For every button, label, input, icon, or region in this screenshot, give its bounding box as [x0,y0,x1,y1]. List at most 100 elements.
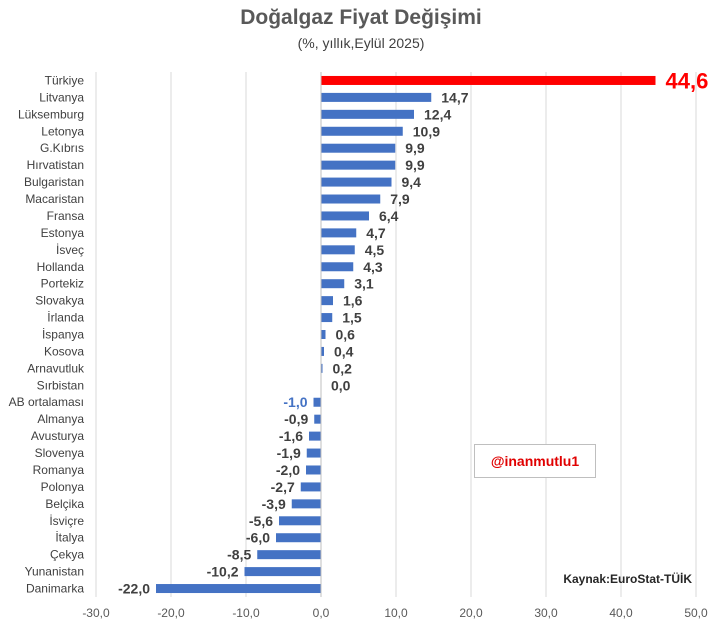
bar [244,567,321,577]
category-label: G.Kıbrıs [40,141,84,155]
category-label: Belçika [45,497,84,511]
x-tick-label: 50,0 [684,606,708,620]
category-label: Fransa [47,209,85,223]
bar [309,431,321,441]
category-label: Kosova [44,344,84,358]
data-label: 10,9 [413,123,440,139]
category-label: Hırvatistan [27,158,84,172]
category-label: Estonya [41,226,85,240]
category-label: Yunanistan [25,565,84,579]
data-label: 0,0 [331,377,351,393]
x-tick-label: 0,0 [313,606,330,620]
category-label: Bulgaristan [24,175,84,189]
category-label: İsveç [56,243,84,257]
x-tick-label: -30,0 [82,606,110,620]
data-label: -8,5 [227,547,251,563]
category-label: İrlanda [47,311,84,325]
x-tick-label: 40,0 [609,606,633,620]
data-label: 9,9 [405,157,425,173]
data-label: 4,3 [363,259,383,275]
bar [306,448,321,458]
x-tick-label: -20,0 [157,606,185,620]
category-label: Çekya [50,548,84,562]
bar [291,499,321,509]
category-label: Polonya [41,480,85,494]
data-label: -22,0 [118,581,150,597]
bar [321,194,381,204]
category-label: Arnavutluk [27,361,85,375]
bar [279,516,321,526]
category-label: Romanya [33,463,85,477]
x-tick-label: -10,0 [232,606,260,620]
category-label: Slovakya [35,294,84,308]
category-label: Portekiz [41,277,84,291]
category-label: Danimarka [26,582,84,596]
data-label: -1,9 [277,445,301,461]
data-label: -1,6 [279,428,303,444]
category-label: İsviçre [49,514,84,528]
category-label: Almanya [37,412,84,426]
bar [321,75,656,85]
bar [321,296,333,306]
data-label: 44,6 [666,68,709,93]
x-tick-label: 10,0 [384,606,408,620]
chart-title: Doğalgaz Fiyat Değişimi [240,6,482,29]
bar [313,397,321,407]
data-label: 6,4 [379,208,399,224]
data-label: -5,6 [249,513,273,529]
category-label: Türkiye [45,73,85,87]
data-label: 9,4 [402,174,422,190]
watermark-box: @inanmutlu1 [474,444,596,478]
bar [321,126,403,136]
chart-subtitle: (%, yıllık,Eylül 2025) [297,35,425,51]
data-label: -6,0 [246,530,270,546]
category-label: Slovenya [35,446,85,460]
bar [321,228,357,238]
bar [321,313,333,323]
bar [257,550,321,560]
data-label: -2,0 [276,462,300,478]
category-label: Lüksemburg [18,107,84,121]
category-label: Litvanya [39,90,84,104]
bar [321,279,345,289]
data-label: 4,5 [365,242,385,258]
bar [321,262,354,272]
data-label: 1,5 [342,310,362,326]
x-tick-label: 30,0 [534,606,558,620]
source-note: Kaynak:EuroStat-TÜİK [563,572,692,586]
category-label: İspanya [42,328,84,342]
category-label: Avusturya [31,429,84,443]
bar [321,363,323,373]
data-label: 14,7 [441,89,468,105]
category-label: İtalya [55,531,84,545]
bar [314,414,321,424]
data-label: 7,9 [390,191,410,207]
bar [321,245,355,255]
bar [321,109,414,119]
data-label: 0,4 [334,343,354,359]
bar [321,330,326,339]
bar [321,160,396,170]
category-label: AB ortalaması [9,395,84,409]
data-label: -2,7 [271,479,295,495]
category-label: Hollanda [37,260,85,274]
data-label: -10,2 [207,564,239,580]
data-label: 12,4 [424,106,451,122]
data-label: -1,0 [283,394,307,410]
bar [276,533,321,543]
data-label: 0,6 [336,327,356,343]
category-label: Macaristan [25,192,84,206]
bar [156,584,321,594]
category-label: Sırbistan [37,378,84,392]
bar [321,177,392,187]
category-label: Letonya [41,124,84,138]
data-label: 1,6 [343,293,363,309]
data-label: -0,9 [284,411,308,427]
bar [321,143,396,153]
data-label: 3,1 [354,276,374,292]
data-label: 9,9 [405,140,425,156]
data-label: -3,9 [262,496,286,512]
bar [321,346,324,356]
